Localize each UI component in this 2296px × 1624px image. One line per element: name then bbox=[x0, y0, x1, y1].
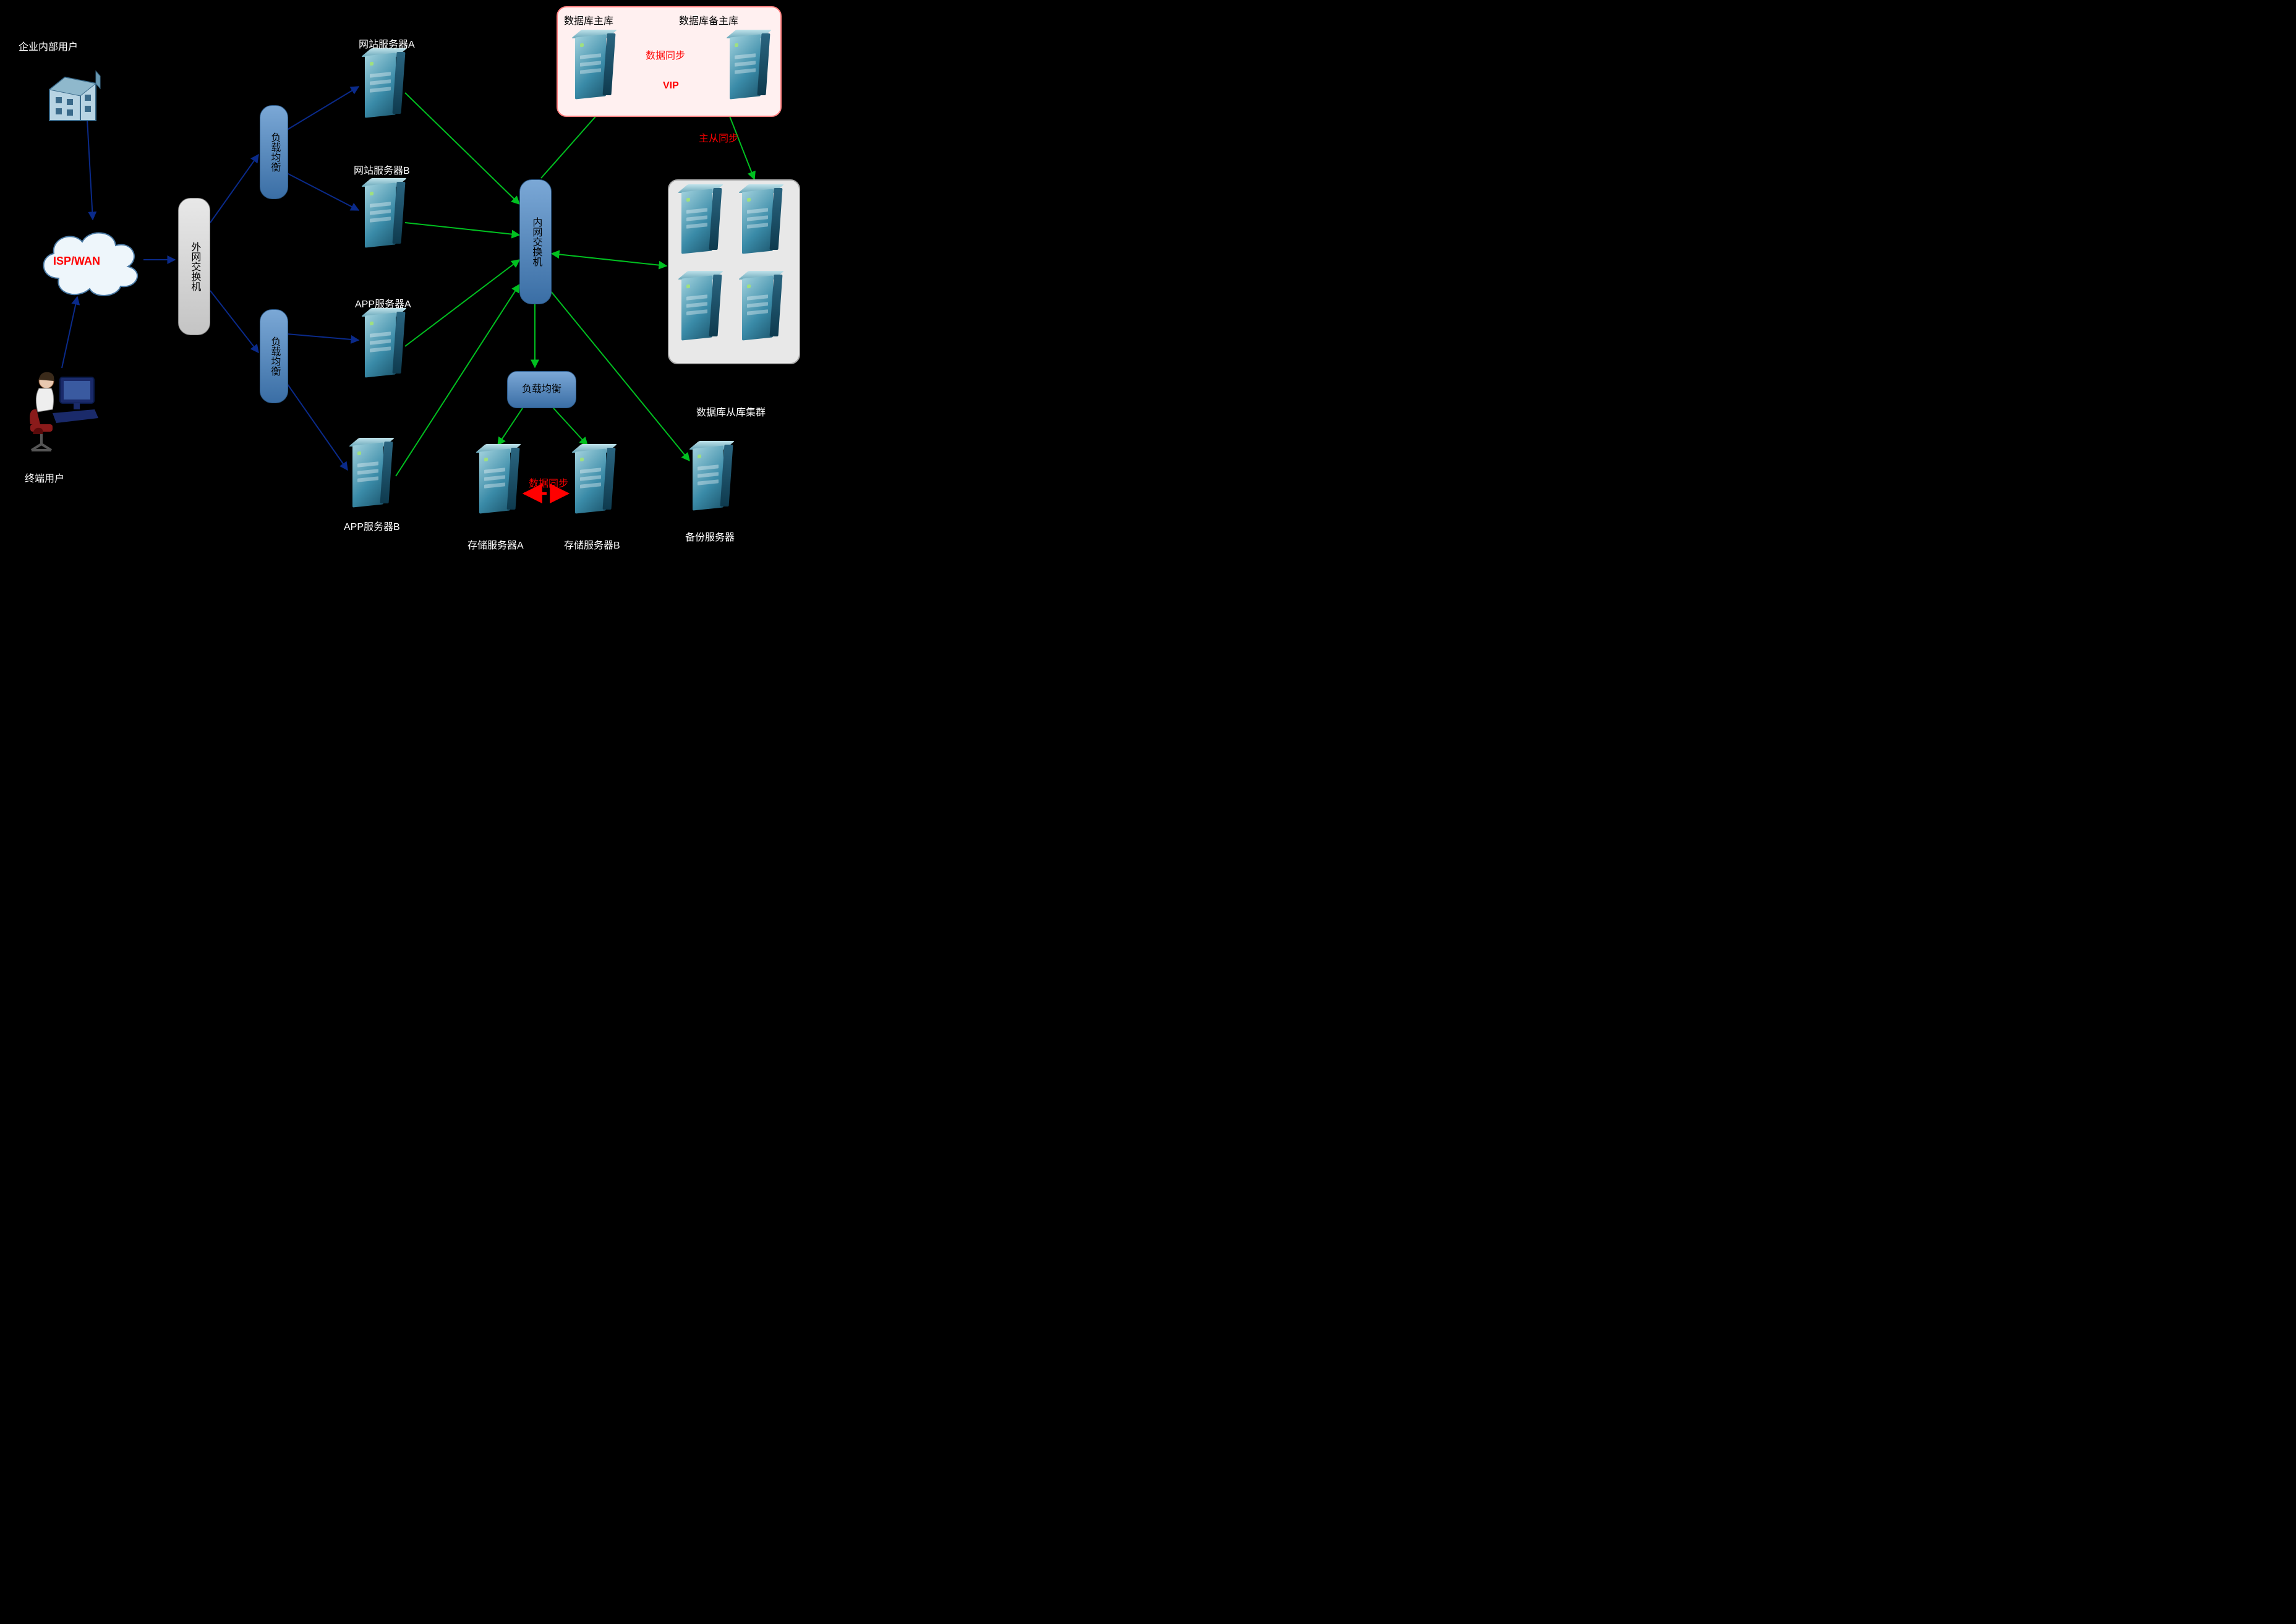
app-server-a-icon bbox=[359, 309, 402, 383]
db-slave-3-icon bbox=[675, 272, 719, 346]
db-slave-cluster-label: 数据库从库集群 bbox=[696, 404, 766, 419]
web-server-a-label: 网站服务器A bbox=[359, 36, 415, 51]
end-user-label: 终端用户 bbox=[25, 470, 64, 485]
storage-server-b-icon bbox=[569, 445, 612, 519]
db-slave-4-icon bbox=[736, 272, 779, 346]
backup-server-label: 备份服务器 bbox=[685, 529, 735, 544]
db-slave-2-icon bbox=[736, 186, 779, 260]
building-icon bbox=[37, 59, 111, 127]
diagram-canvas: 企业内部用户 ISP/WAN bbox=[0, 0, 816, 569]
isp-wan-label: ISP/WAN bbox=[53, 255, 100, 268]
web-server-b-label: 网站服务器B bbox=[354, 162, 410, 177]
master-slave-sync-label: 主从同步 bbox=[699, 130, 738, 145]
db-backup-master-icon bbox=[723, 31, 767, 105]
vip-label: VIP bbox=[663, 80, 679, 92]
int-switch-box: 内网交换机 bbox=[519, 179, 552, 304]
storage-server-a-icon bbox=[473, 445, 516, 519]
user-icon bbox=[22, 365, 96, 458]
app-server-b-icon bbox=[346, 439, 390, 513]
backup-server-icon bbox=[686, 442, 730, 516]
web-server-a-icon bbox=[359, 49, 402, 124]
db-master-icon bbox=[569, 31, 612, 105]
enterprise-user-label: 企业内部用户 bbox=[19, 38, 78, 53]
lb3-box: 负载均衡 bbox=[507, 371, 576, 408]
lb2-box: 负载均衡 bbox=[260, 309, 288, 403]
storage-server-b-label: 存储服务器B bbox=[564, 537, 620, 552]
lb1-box: 负载均衡 bbox=[260, 105, 288, 199]
data-sync-label-2: 数据同步 bbox=[529, 475, 568, 490]
storage-server-a-label: 存储服务器A bbox=[467, 537, 524, 552]
app-server-b-label: APP服务器B bbox=[344, 518, 400, 533]
ext-switch-box: 外网交换机 bbox=[178, 198, 210, 335]
data-sync-label-1: 数据同步 bbox=[646, 47, 685, 62]
db-slave-1-icon bbox=[675, 186, 719, 260]
web-server-b-icon bbox=[359, 179, 402, 254]
db-master-label: 数据库主库 bbox=[564, 12, 613, 27]
app-server-a-label: APP服务器A bbox=[355, 296, 411, 310]
db-backup-master-label: 数据库备主库 bbox=[679, 12, 738, 27]
